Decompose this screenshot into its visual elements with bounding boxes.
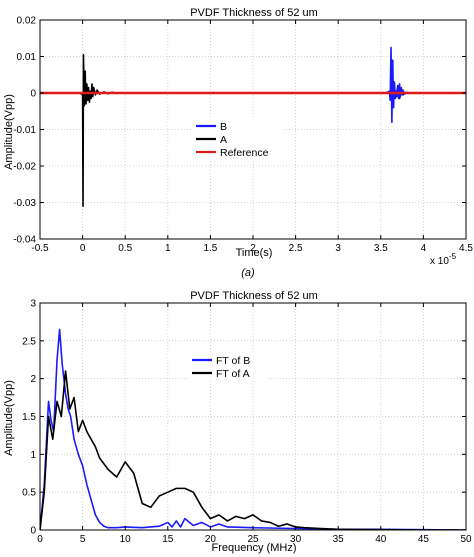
y-tick-label: 1.5 — [22, 412, 36, 423]
x-tick-label: 3 — [335, 243, 341, 254]
x-tick-label: 40 — [375, 534, 387, 545]
chart1-x-exponent: x 10-5 — [430, 252, 457, 267]
x-tick-label: 2.5 — [289, 243, 303, 254]
chart2-xlabel: Frequency (MHz) — [212, 542, 297, 554]
y-tick-label: 0.5 — [22, 488, 36, 499]
series-group — [40, 46, 466, 207]
x-tick-label: 0 — [37, 534, 43, 545]
x-tick-label: 20 — [205, 534, 217, 545]
x-tick-label: 45 — [418, 534, 430, 545]
legend-box — [188, 352, 268, 380]
x-tick-label: 5 — [80, 534, 86, 545]
x-tick-label: 0.5 — [118, 243, 132, 254]
legend-label: B — [220, 121, 227, 133]
chart1-x-exponent-power: -5 — [449, 252, 457, 261]
x-tick-label: 1.5 — [203, 243, 217, 254]
y-tick-label: 0.01 — [17, 52, 37, 63]
time-domain-chart: PVDF Thickness of 52 um Amplitude(Vpp) T… — [3, 7, 473, 279]
legend: FT of BFT of A — [188, 352, 268, 380]
x-tick-label: 30 — [290, 534, 302, 545]
y-tick-label: 2.5 — [22, 336, 36, 347]
x-tick-label: 2 — [250, 243, 256, 254]
legend-label: FT of B — [216, 355, 250, 367]
x-tick-label: 15 — [162, 534, 174, 545]
chart2-title: PVDF Thickness of 52 um — [190, 290, 318, 302]
frequency-domain-chart: PVDF Thickness of 52 um Amplitude(Vpp) F… — [3, 290, 472, 554]
series-line-b — [385, 46, 411, 123]
chart2-ylabel: Amplitude(Vpp) — [3, 380, 15, 456]
legend-label: A — [220, 134, 227, 146]
y-tick-label: 0.02 — [17, 16, 37, 27]
y-tick-label: 0 — [30, 526, 36, 537]
series-group — [40, 328, 466, 530]
legend-label: FT of A — [216, 368, 250, 380]
y-tick-label: 3 — [30, 299, 36, 310]
chart1-title: PVDF Thickness of 52 um — [190, 7, 318, 19]
x-tick-label: 50 — [460, 534, 472, 545]
y-tick-label: -0.03 — [13, 198, 36, 209]
x-tick-label: 25 — [247, 534, 259, 545]
chart1-ylabel: Amplitude(Vpp) — [3, 94, 15, 170]
x-tick-label: 10 — [120, 534, 132, 545]
x-tick-label: 35 — [333, 534, 345, 545]
y-tick-label: -0.04 — [13, 235, 36, 246]
chart1-x-exponent-base: x 10 — [430, 256, 449, 267]
chart1-xlabel: Time(s) — [236, 247, 273, 259]
figure-caption: (a) — [241, 267, 255, 279]
x-tick-label: 4.5 — [459, 243, 473, 254]
y-tick-label: -0.02 — [13, 162, 36, 173]
x-tick-label: 3.5 — [374, 243, 388, 254]
x-tick-label: 0 — [80, 243, 86, 254]
x-tick-label: 1 — [165, 243, 171, 254]
legend-label: Reference — [220, 147, 269, 159]
series-line-ft-of-a — [40, 370, 466, 530]
y-tick-label: -0.01 — [13, 125, 36, 136]
y-tick-label: 0 — [30, 89, 36, 100]
x-tick-label: -0.5 — [31, 243, 49, 254]
x-tick-label: 4 — [421, 243, 427, 254]
y-tick-label: 2 — [30, 374, 36, 385]
series-line-ft-of-b — [40, 328, 466, 530]
y-tick-label: 1 — [30, 450, 36, 461]
